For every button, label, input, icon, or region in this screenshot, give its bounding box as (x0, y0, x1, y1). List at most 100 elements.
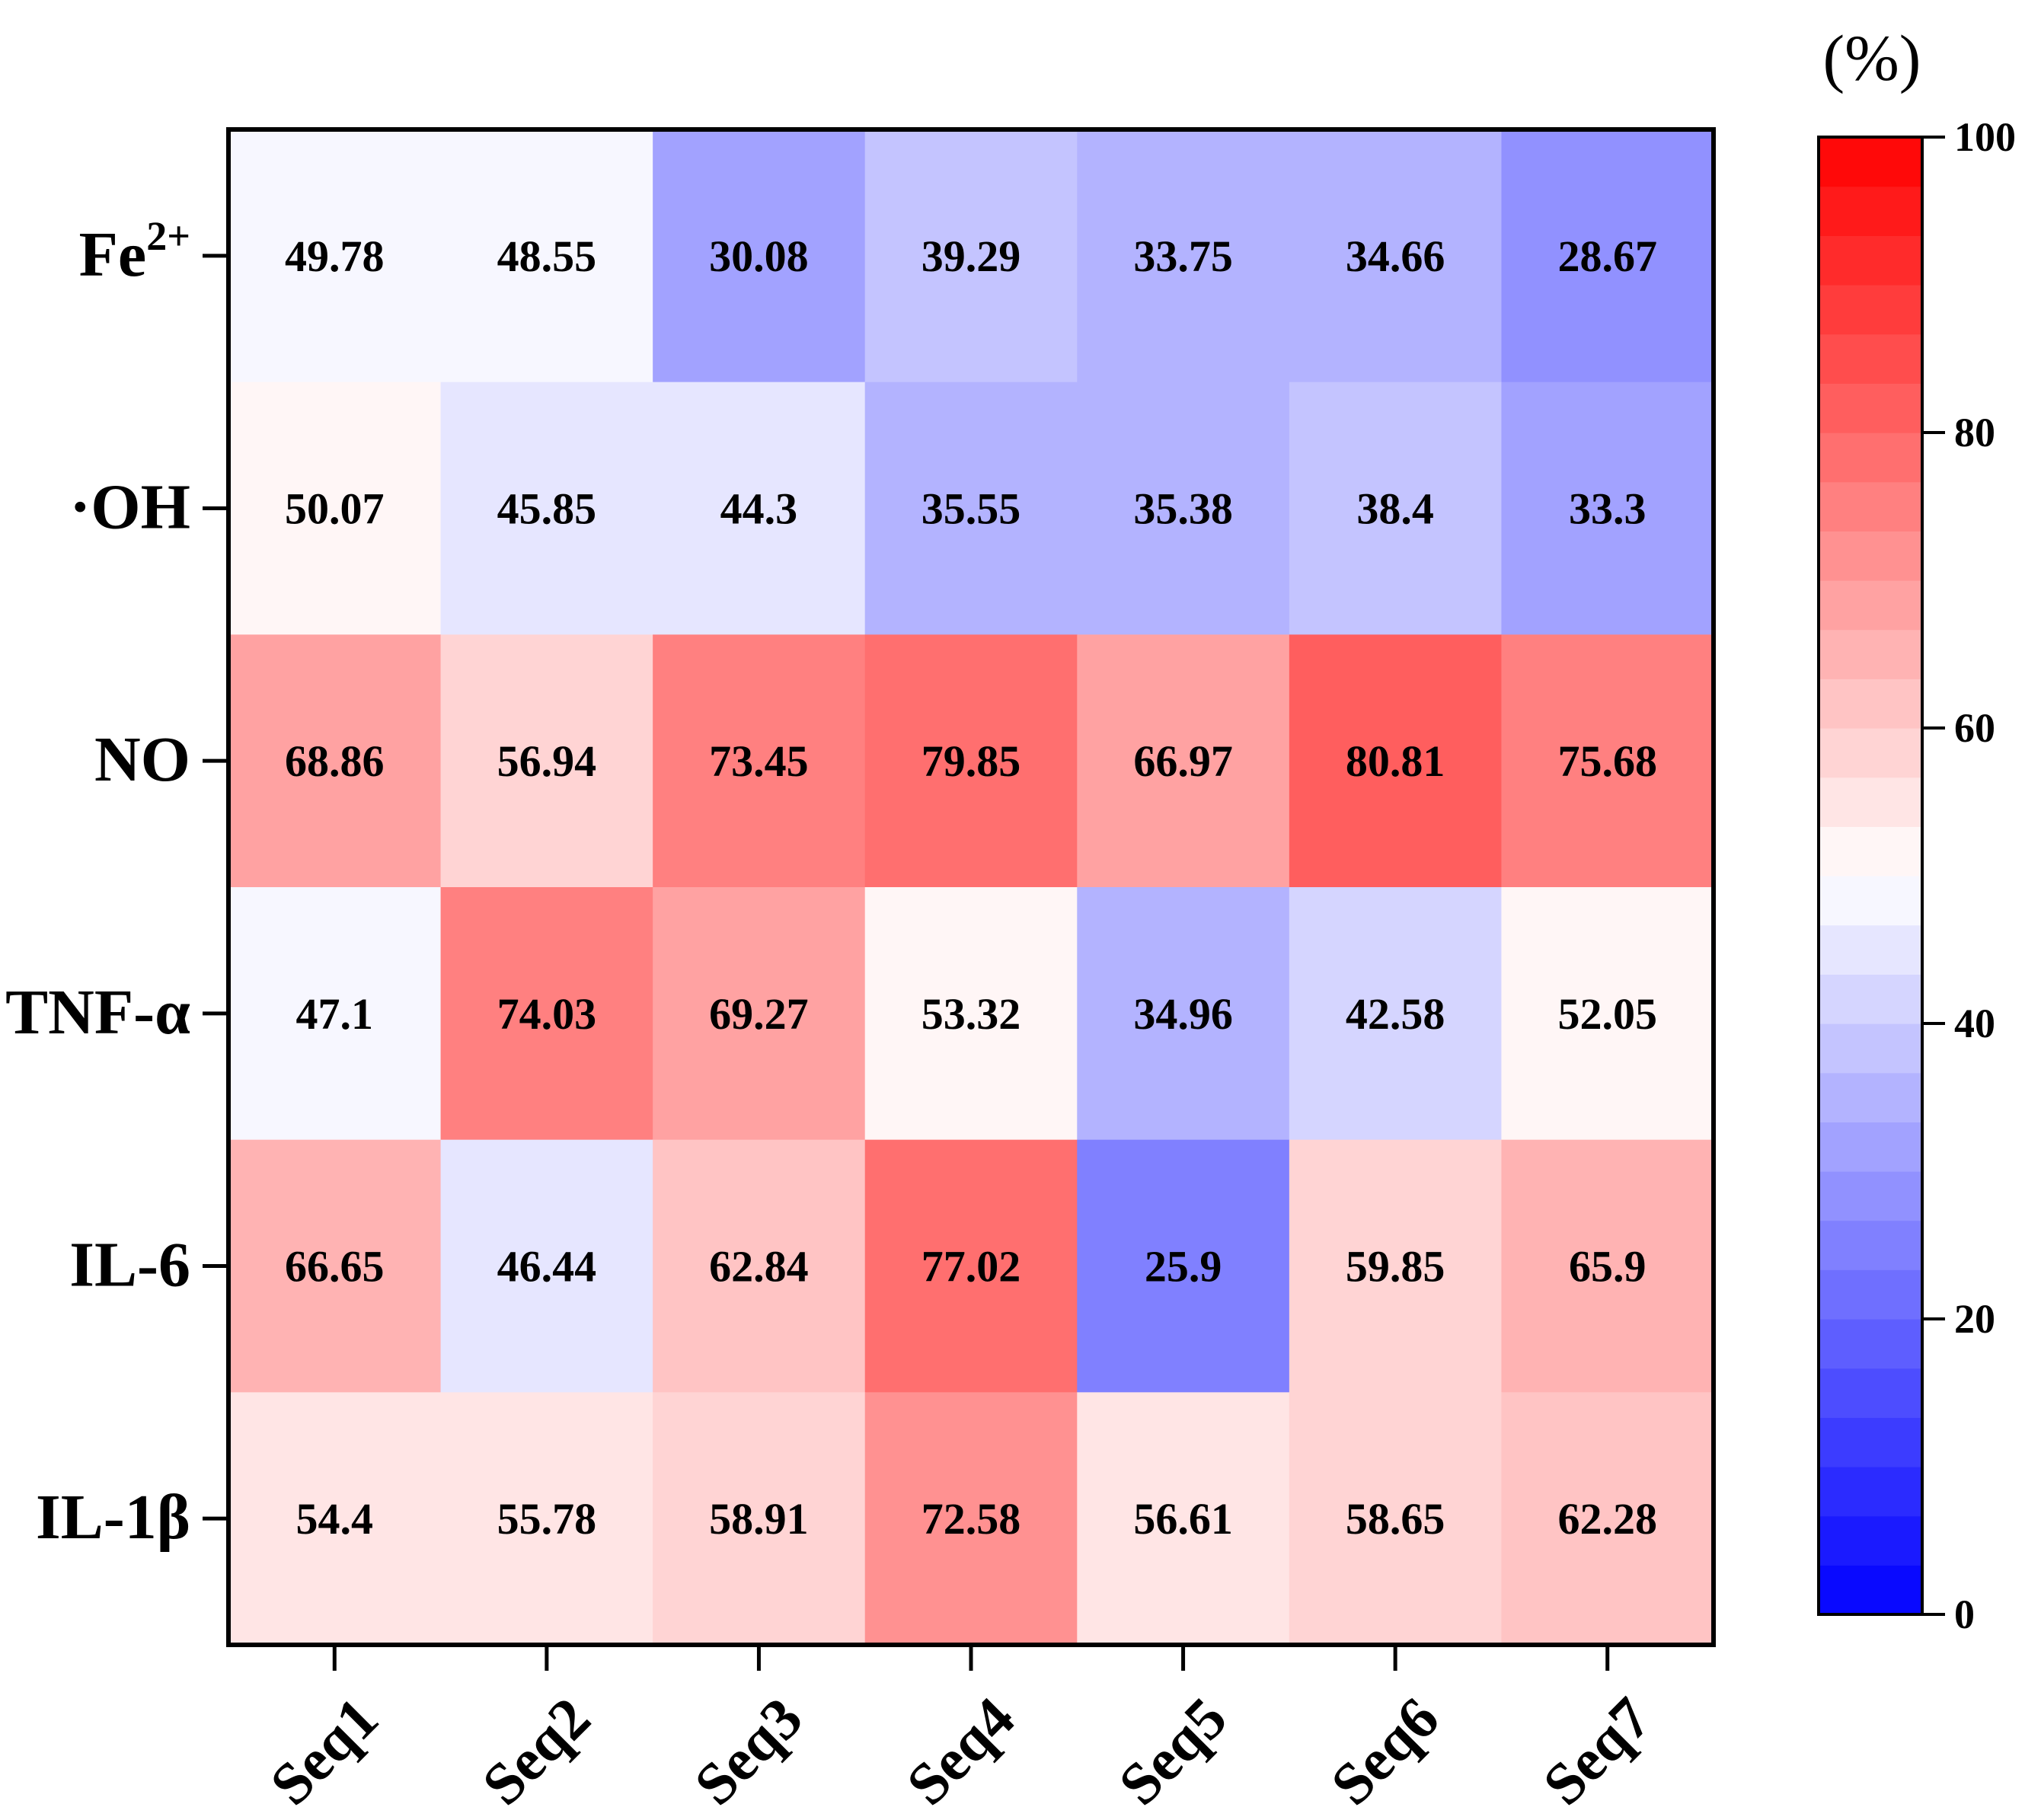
x-tick-label: Seq3 (682, 1684, 815, 1818)
y-tick-label: TNF-α (5, 977, 190, 1048)
colorbar-segment (1819, 1417, 1922, 1467)
heatmap-cell (228, 1392, 442, 1646)
y-tick-label: IL-1β (36, 1482, 190, 1553)
heatmap-cell-value: 39.29 (921, 231, 1021, 281)
colorbar-tick-label: 0 (1954, 1592, 1975, 1637)
y-tick-label: IL-6 (69, 1230, 190, 1301)
colorbar-segment (1819, 1368, 1922, 1418)
heatmap-cell-value: 53.32 (921, 989, 1021, 1039)
heatmap-cell-value: 58.65 (1346, 1494, 1445, 1544)
heatmap-cell-value: 73.45 (709, 736, 809, 786)
heatmap-cell (1289, 129, 1503, 383)
heatmap-cell-value: 65.9 (1569, 1242, 1647, 1292)
colorbar-segment (1819, 679, 1922, 729)
heatmap-cell (1077, 634, 1290, 888)
colorbar: 0 20 40 60 80 100 (1817, 114, 2016, 1637)
heatmap-cell (1289, 634, 1503, 888)
colorbar-segment (1819, 481, 1922, 532)
heatmap-cell (228, 634, 442, 888)
heatmap-cell-value: 79.85 (921, 736, 1021, 786)
y-axis: Fe2+ ·OH NO TNF-α IL-6 IL-1β (5, 213, 228, 1553)
colorbar-segment (1819, 1565, 1922, 1615)
heatmap-cell-value: 42.58 (1346, 989, 1445, 1039)
heatmap-cell (653, 1139, 866, 1393)
colorbar-segment (1819, 777, 1922, 827)
heatmap-cell (864, 634, 1078, 888)
heatmap-cell (1289, 887, 1503, 1141)
colorbar-tick-label: 20 (1954, 1296, 1995, 1342)
colorbar-segment (1819, 1515, 1922, 1566)
heatmap-cell (864, 887, 1078, 1141)
colorbar-segment (1819, 186, 1922, 236)
colorbar-segment (1819, 1467, 1922, 1517)
y-tick-label: NO (94, 724, 190, 795)
colorbar-segment (1819, 876, 1922, 926)
heatmap-cell-value: 34.96 (1133, 989, 1233, 1039)
heatmap-cell (228, 129, 442, 383)
heatmap-cell (1077, 1392, 1290, 1646)
heatmap-cell-value: 33.75 (1133, 231, 1233, 281)
heatmap-cell-value: 46.44 (497, 1242, 597, 1292)
heatmap-cell-value: 50.07 (285, 484, 385, 534)
heatmap-cell (864, 129, 1078, 383)
heatmap-cell (440, 887, 653, 1141)
x-tick-label: Seq2 (469, 1684, 602, 1818)
heatmap-cell (864, 382, 1078, 635)
x-tick-label: Seq1 (257, 1684, 391, 1818)
colorbar-segment (1819, 1023, 1922, 1074)
colorbar-segment (1819, 924, 1922, 975)
heatmap-cell-value: 66.97 (1133, 736, 1233, 786)
y-tick-label: ·OH (69, 472, 190, 543)
x-tick-label: Seq5 (1106, 1684, 1239, 1818)
heatmap-cell-value: 56.61 (1133, 1494, 1233, 1544)
x-tick-label: Seq4 (893, 1684, 1027, 1818)
heatmap-cell (1077, 129, 1290, 383)
heatmap-cell-value: 54.4 (296, 1494, 374, 1544)
heatmap-cell (1501, 634, 1714, 888)
colorbar-segment (1819, 531, 1922, 581)
heatmap-cell (228, 887, 442, 1141)
heatmap-cell (653, 382, 866, 635)
heatmap-cell (653, 634, 866, 888)
colorbar-frame (1817, 136, 1924, 1616)
heatmap-cell (440, 1392, 653, 1646)
heatmap-cell (1501, 382, 1714, 635)
colorbar-segment (1819, 1220, 1922, 1270)
heatmap-cell-value: 55.78 (497, 1494, 597, 1544)
heatmap-cell-value: 59.85 (1346, 1242, 1445, 1292)
heatmap-cell-value: 45.85 (497, 484, 597, 534)
colorbar-tick-label: 40 (1954, 1001, 1995, 1046)
colorbar-segment (1819, 137, 1922, 187)
heatmap-cell-value: 52.05 (1557, 989, 1657, 1039)
heatmap-cell-value: 72.58 (921, 1494, 1021, 1544)
colorbar-tick-label: 100 (1954, 114, 2016, 160)
heatmap-cell (864, 1139, 1078, 1393)
heatmap-cell-value: 66.65 (285, 1242, 385, 1292)
heatmap-cell (1077, 1139, 1290, 1393)
heatmap-cell-value: 35.55 (921, 484, 1021, 534)
heatmap-cell (864, 1392, 1078, 1646)
heatmap-cell-value: 35.38 (1133, 484, 1233, 534)
heatmap-cell-value: 49.78 (285, 231, 385, 281)
colorbar-segment (1819, 285, 1922, 335)
colorbar-segment (1819, 433, 1922, 483)
colorbar-segment (1819, 826, 1922, 876)
heatmap-cells (228, 129, 1714, 1646)
heatmap-cell (440, 1139, 653, 1393)
heatmap-value-labels: 49.78 48.55 30.08 39.29 33.75 34.66 28.67 50.07… (285, 231, 1657, 1544)
heatmap-cell (1077, 382, 1290, 635)
colorbar-segment (1819, 728, 1922, 778)
heatmap-cell-value: 25.9 (1145, 1242, 1222, 1292)
heatmap-cell-value: 75.68 (1557, 736, 1657, 786)
heatmap-cell (228, 382, 442, 635)
heatmap-cell-value: 44.3 (720, 484, 798, 534)
heatmap-cell (1501, 129, 1714, 383)
colorbar-tick-label: 60 (1954, 705, 1995, 751)
heatmap-cell-value: 48.55 (497, 231, 597, 281)
heatmap-cell-value: 28.67 (1557, 231, 1657, 281)
heatmap-cell (1501, 1392, 1714, 1646)
colorbar-segment (1819, 1072, 1922, 1122)
heatmap-cell-value: 34.66 (1346, 231, 1445, 281)
x-tick-label: Seq6 (1318, 1684, 1452, 1818)
heatmap-cell (653, 1392, 866, 1646)
